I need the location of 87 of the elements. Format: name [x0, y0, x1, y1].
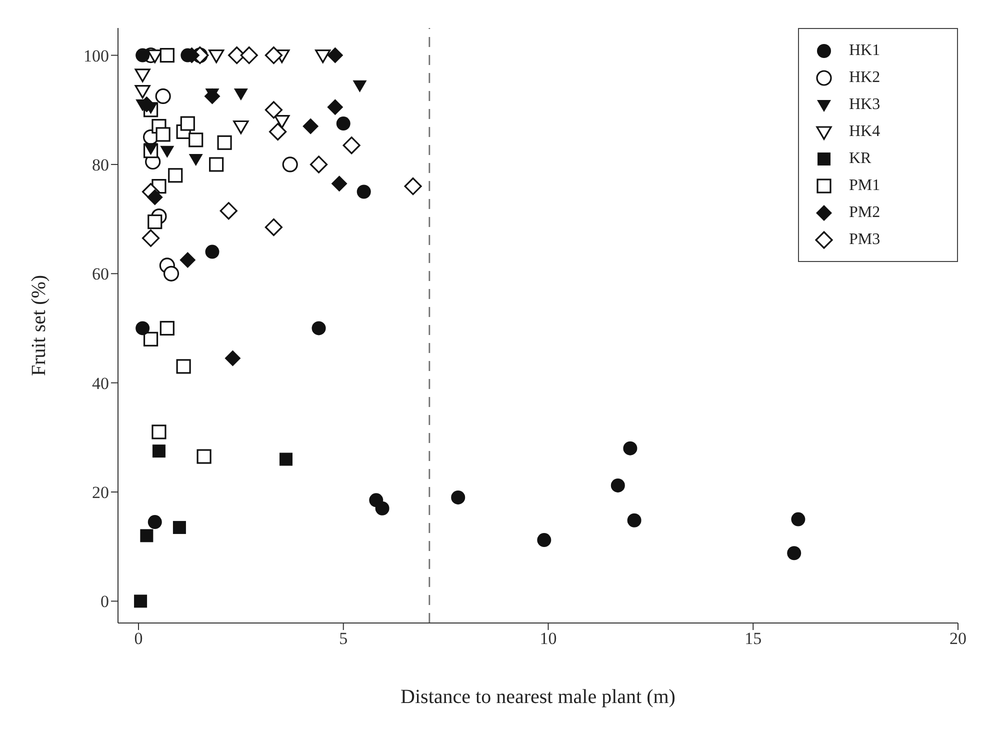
point	[280, 452, 292, 466]
point	[302, 118, 319, 134]
point	[152, 444, 166, 458]
point	[312, 321, 326, 336]
point	[140, 529, 154, 542]
point	[791, 512, 806, 526]
point	[142, 229, 160, 247]
point	[196, 449, 212, 464]
point	[627, 513, 642, 528]
point	[269, 122, 287, 141]
point	[172, 520, 186, 534]
point	[136, 48, 150, 62]
point	[205, 244, 220, 259]
point	[537, 533, 552, 548]
point	[610, 478, 625, 492]
x-tick-label: 0	[134, 629, 143, 648]
y-tick-label: 0	[100, 592, 109, 612]
point	[264, 218, 283, 236]
point	[327, 99, 344, 116]
point	[188, 132, 204, 148]
point	[144, 143, 158, 156]
legend-label: HK4	[849, 122, 880, 140]
point	[156, 127, 170, 142]
point	[148, 214, 162, 230]
y-tick-label: 40	[92, 374, 109, 393]
x-tick-label: 10	[540, 629, 557, 648]
point	[282, 156, 298, 172]
point	[264, 46, 283, 64]
point	[208, 49, 224, 64]
y-tick-label: 80	[92, 156, 109, 175]
point	[331, 176, 348, 192]
point	[188, 154, 203, 166]
y-tick-label: 20	[92, 483, 109, 502]
point	[327, 47, 344, 64]
point	[224, 350, 241, 366]
point	[356, 184, 371, 199]
point	[152, 424, 166, 440]
y-tick-label: 100	[84, 46, 109, 66]
point	[274, 115, 290, 129]
x-tick-label: 15	[744, 629, 762, 648]
legend-label: HK3	[849, 96, 880, 114]
point	[163, 266, 180, 282]
legend-label: PM2	[849, 204, 880, 222]
point	[180, 252, 196, 268]
point	[375, 501, 390, 516]
point	[264, 101, 283, 119]
point	[352, 80, 367, 92]
point	[134, 84, 150, 99]
point	[623, 441, 638, 456]
point	[404, 178, 422, 196]
point	[134, 68, 150, 82]
x-tick-label: 20	[950, 629, 966, 648]
point	[217, 135, 232, 150]
point	[220, 202, 238, 220]
point	[787, 546, 802, 560]
point	[148, 515, 162, 530]
point	[336, 116, 350, 131]
point	[233, 120, 249, 134]
point	[146, 189, 163, 206]
point	[234, 88, 248, 101]
legend-label: PM1	[849, 176, 880, 194]
point	[240, 46, 258, 64]
point	[160, 320, 174, 336]
point	[204, 88, 220, 104]
legend-label: HK1	[849, 42, 880, 60]
point	[138, 96, 155, 112]
x-tick-label: 5	[339, 629, 348, 648]
point	[315, 49, 331, 64]
legend-label: KR	[849, 150, 872, 168]
point	[176, 359, 191, 374]
point	[342, 136, 360, 154]
point	[180, 116, 195, 131]
x-axis-title: Distance to nearest male plant (m)	[400, 686, 676, 708]
y-axis-title: Fruit set (%)	[28, 274, 50, 376]
legend-label: PM3	[849, 230, 880, 248]
point	[134, 594, 148, 608]
point	[168, 168, 183, 183]
point	[136, 321, 150, 336]
point	[143, 332, 158, 346]
point	[155, 88, 171, 104]
point	[451, 490, 466, 504]
point	[310, 156, 328, 174]
point	[160, 146, 174, 158]
point	[209, 157, 224, 172]
point	[160, 48, 174, 63]
y-tick-label: 60	[92, 264, 109, 284]
legend-label: HK2	[849, 68, 880, 86]
